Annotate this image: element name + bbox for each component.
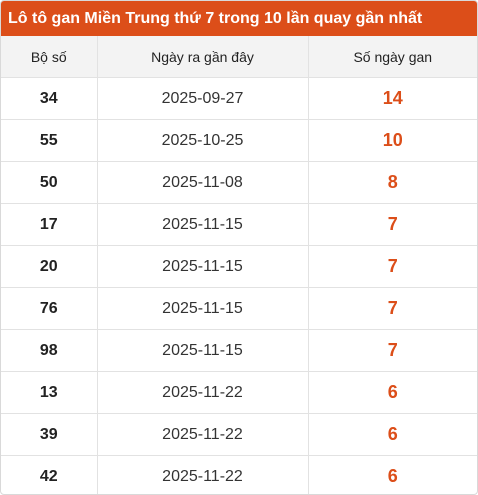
table-row: 55 2025-10-25 10 [1, 119, 477, 162]
table-row: 98 2025-11-15 7 [1, 329, 477, 372]
table-body: 34 2025-09-27 14 55 2025-10-25 10 50 202… [1, 77, 477, 494]
table-row: 39 2025-11-22 6 [1, 413, 477, 456]
row-date: 2025-11-15 [97, 203, 309, 246]
row-number: 39 [1, 413, 98, 456]
row-number: 50 [1, 161, 98, 204]
row-days: 14 [308, 77, 477, 120]
row-days: 6 [308, 371, 477, 414]
table-row: 17 2025-11-15 7 [1, 203, 477, 246]
table-row: 42 2025-11-22 6 [1, 455, 477, 494]
row-date: 2025-11-15 [97, 329, 309, 372]
table-row: 13 2025-11-22 6 [1, 371, 477, 414]
row-date: 2025-11-15 [97, 245, 309, 288]
row-number: 34 [1, 77, 98, 120]
panel-title: Lô tô gan Miền Trung thứ 7 trong 10 lần … [1, 1, 477, 36]
table-header: Bộ số Ngày ra gần đây Số ngày gan [1, 36, 477, 78]
table-row: 34 2025-09-27 14 [1, 77, 477, 120]
row-date: 2025-11-22 [97, 455, 309, 494]
column-header-number: Bộ số [1, 36, 98, 78]
row-number: 76 [1, 287, 98, 330]
row-date: 2025-11-15 [97, 287, 309, 330]
row-number: 55 [1, 119, 98, 162]
table-row: 76 2025-11-15 7 [1, 287, 477, 330]
row-date: 2025-11-08 [97, 161, 309, 204]
row-days: 6 [387, 466, 398, 486]
row-date: 2025-11-22 [97, 371, 309, 414]
row-days: 8 [308, 161, 477, 204]
row-date: 2025-09-27 [97, 77, 309, 120]
table-row: 50 2025-11-08 8 [1, 161, 477, 204]
row-number: 20 [1, 245, 98, 288]
row-number: 13 [1, 371, 98, 414]
row-date: 2025-11-22 [97, 413, 309, 456]
row-days: 7 [308, 203, 477, 246]
row-days: 7 [308, 245, 477, 288]
table-row: 20 2025-11-15 7 [1, 245, 477, 288]
row-days: 7 [308, 287, 477, 330]
row-days: 6 [308, 413, 477, 456]
row-number: 17 [1, 203, 98, 246]
column-header-date: Ngày ra gần đây [97, 36, 309, 78]
row-number: 42 [1, 455, 98, 494]
row-days: 10 [308, 119, 477, 162]
row-date: 2025-10-25 [97, 119, 309, 162]
column-header-days: Số ngày gan [308, 36, 477, 78]
row-number: 98 [1, 329, 98, 372]
row-days: 7 [308, 329, 477, 372]
lo-gan-table: Bộ số Ngày ra gần đây Số ngày gan 34 202… [1, 36, 477, 494]
